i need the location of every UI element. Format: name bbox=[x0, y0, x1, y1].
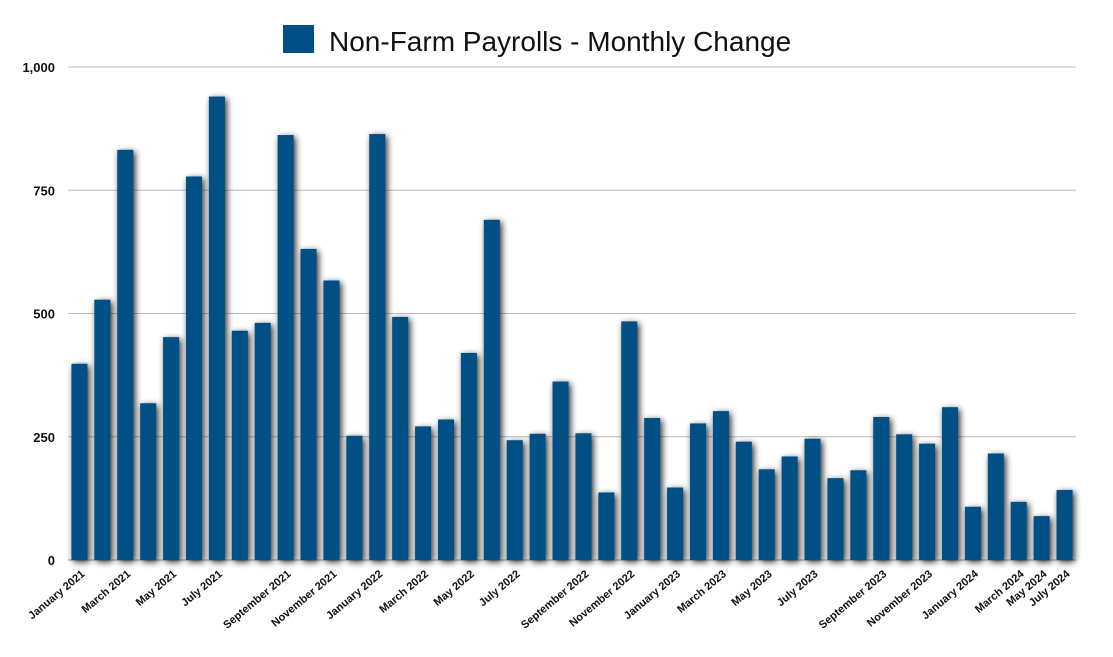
y-axis-labels: 0 250 500 750 1,000 bbox=[22, 60, 55, 568]
bar bbox=[392, 316, 409, 560]
y-tick-label: 1,000 bbox=[22, 60, 55, 75]
bar bbox=[300, 248, 317, 561]
bar bbox=[804, 438, 821, 560]
x-tick-label: March 2021 bbox=[80, 568, 134, 616]
bar bbox=[369, 134, 386, 561]
bar bbox=[1056, 489, 1073, 560]
y-tick-label: 250 bbox=[33, 430, 55, 445]
bar bbox=[667, 487, 684, 560]
bar bbox=[896, 434, 913, 560]
x-tick-label: July 2021 bbox=[179, 568, 225, 609]
y-tick-label: 500 bbox=[33, 307, 55, 322]
bar bbox=[712, 411, 729, 560]
y-tick-label: 750 bbox=[33, 183, 55, 198]
bar bbox=[140, 403, 157, 560]
legend-label: Non-Farm Payrolls - Monthly Change bbox=[329, 26, 791, 57]
bar bbox=[231, 330, 248, 560]
bar bbox=[689, 423, 707, 560]
x-tick-label: January 2021 bbox=[26, 568, 87, 622]
x-tick-label: March 2023 bbox=[675, 568, 729, 616]
x-tick-label: July 2022 bbox=[477, 568, 523, 609]
bar bbox=[781, 456, 798, 560]
bar bbox=[415, 426, 432, 560]
bar bbox=[850, 470, 867, 560]
bar bbox=[735, 441, 752, 560]
legend: Non-Farm Payrolls - Monthly Change bbox=[283, 25, 791, 57]
y-tick-label: 0 bbox=[48, 553, 55, 568]
bar bbox=[598, 492, 615, 560]
bar bbox=[163, 337, 180, 560]
bar bbox=[346, 435, 363, 560]
x-tick-label: March 2022 bbox=[377, 568, 431, 616]
bar bbox=[483, 219, 500, 560]
bar bbox=[71, 363, 88, 560]
bar bbox=[506, 440, 523, 560]
bar bbox=[94, 299, 111, 560]
bar bbox=[644, 418, 661, 560]
bar bbox=[208, 96, 225, 560]
bar bbox=[621, 321, 638, 560]
bar bbox=[185, 176, 203, 560]
bar bbox=[987, 453, 1004, 560]
bar bbox=[323, 280, 340, 560]
x-tick-label: July 2023 bbox=[775, 568, 821, 609]
bars bbox=[71, 96, 1073, 561]
bar bbox=[529, 433, 546, 560]
bar bbox=[254, 322, 271, 560]
bar bbox=[873, 417, 890, 560]
bar bbox=[460, 352, 477, 560]
bar bbox=[758, 469, 775, 560]
x-tick-label: May 2021 bbox=[134, 568, 179, 609]
x-tick-label: May 2023 bbox=[729, 568, 774, 609]
bar bbox=[827, 478, 844, 560]
bar bbox=[552, 381, 569, 560]
bar bbox=[117, 149, 134, 560]
bar bbox=[964, 506, 981, 560]
bar bbox=[575, 433, 592, 560]
bar bbox=[919, 443, 936, 560]
bar bbox=[437, 419, 455, 560]
bar bbox=[941, 407, 959, 560]
legend-swatch bbox=[283, 25, 314, 53]
bar bbox=[1010, 501, 1027, 560]
bar bbox=[277, 135, 294, 560]
x-tick-label: May 2022 bbox=[432, 568, 477, 609]
bar bbox=[1033, 516, 1050, 560]
